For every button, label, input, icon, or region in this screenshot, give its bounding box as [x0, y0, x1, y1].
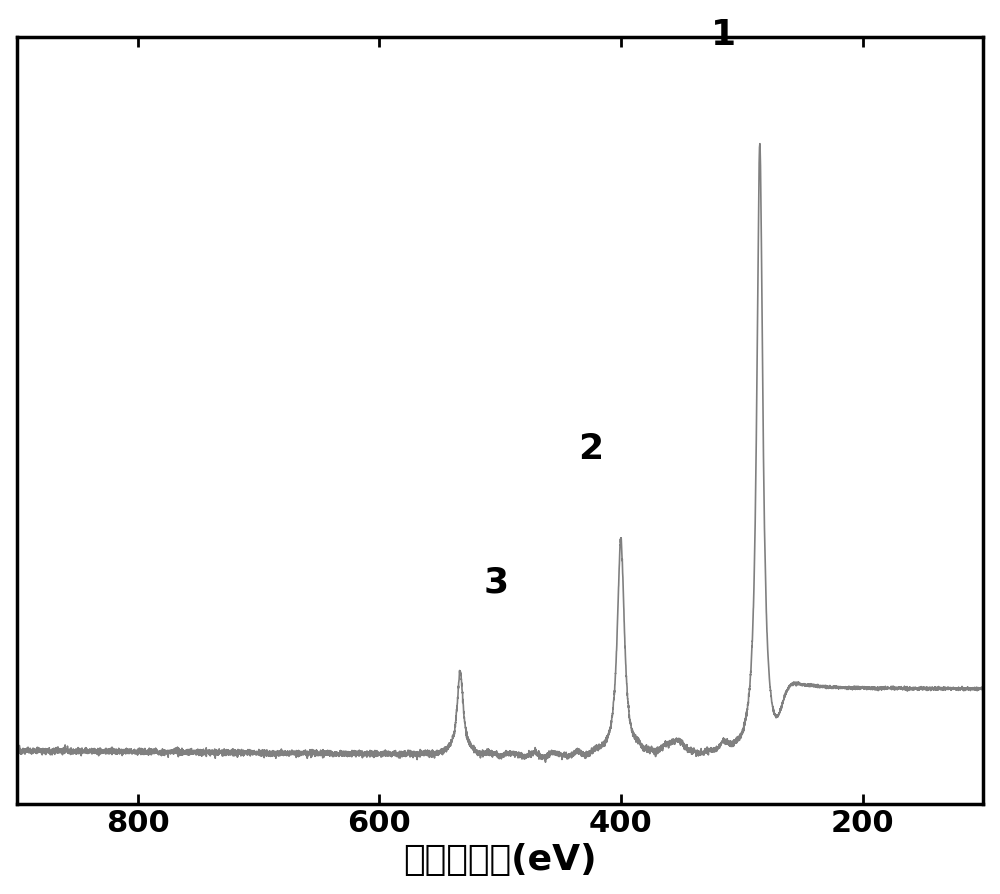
Text: 1: 1 [711, 18, 736, 52]
X-axis label: 电子结合能(eV): 电子结合能(eV) [403, 843, 597, 877]
Text: 2: 2 [578, 433, 603, 467]
Text: 3: 3 [484, 566, 509, 600]
